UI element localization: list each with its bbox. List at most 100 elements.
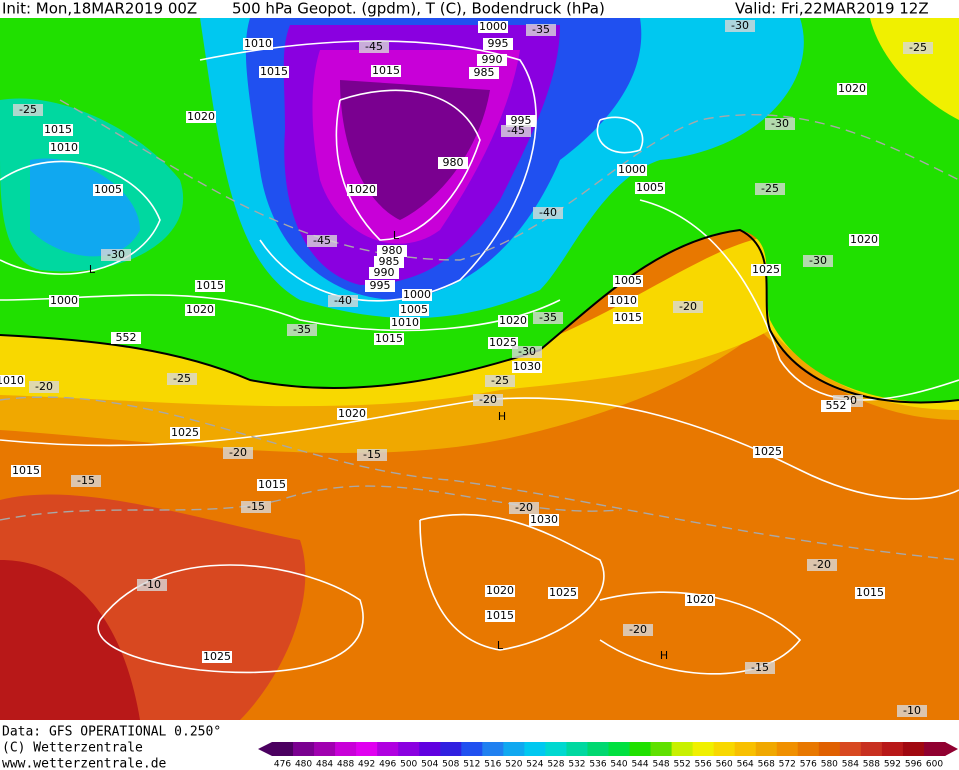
colorbar-swatch [692, 742, 715, 756]
isobar-label: 1015 [486, 609, 514, 622]
label-box [485, 610, 515, 622]
isobar-label: 1015 [260, 65, 288, 78]
label-box [617, 164, 647, 176]
colorbar-swatch [818, 742, 841, 756]
label-box [635, 182, 665, 194]
colorbar-label: 568 [758, 760, 775, 770]
temperature-label: -20 [35, 380, 53, 393]
label-box [855, 587, 885, 599]
label-box [374, 256, 404, 268]
temperature-label: -20 [629, 623, 647, 636]
label-box [347, 184, 377, 196]
pressure-center: H [498, 410, 506, 423]
isobar-label: 1030 [513, 360, 541, 373]
temperature-label: -10 [903, 704, 921, 717]
temperature-label: -10 [143, 578, 161, 591]
label-box [477, 54, 507, 66]
colorbar-swatch [440, 742, 462, 756]
label-box [751, 264, 781, 276]
label-box [167, 373, 197, 385]
isobar-label: 1015 [372, 64, 400, 77]
isobar-label: 1015 [196, 279, 224, 292]
label-box [673, 301, 703, 313]
colorbar-swatch [776, 742, 799, 756]
colorbar-swatch [314, 742, 336, 756]
pressure-center: L [89, 263, 96, 276]
isobar-label: 995 [511, 114, 532, 127]
label-box [608, 295, 638, 307]
temperature-label: -15 [247, 500, 265, 513]
label-box [195, 280, 225, 292]
colorbar-swatch [797, 742, 820, 756]
isobar-label: 1000 [403, 288, 431, 301]
colorbar-label: 536 [589, 760, 606, 770]
colorbar-label: 476 [274, 760, 291, 770]
isobar-label: 995 [370, 279, 391, 292]
colorbar-label: 548 [652, 760, 669, 770]
isobar-label: 1010 [50, 141, 78, 154]
colorbar-swatch [566, 742, 588, 756]
label-box [377, 245, 407, 257]
label-box [399, 304, 429, 316]
product-title: 500 hPa Geopot. (gpdm), T (C), Bodendruc… [232, 0, 605, 18]
isobar-label: 995 [488, 37, 509, 50]
colorbar-swatch [608, 742, 631, 756]
isobar-label: 985 [474, 66, 495, 79]
colorbar-swatch [587, 742, 609, 756]
temperature-label: -25 [761, 182, 779, 195]
label-box [526, 24, 556, 36]
temperature-label: -35 [532, 23, 550, 36]
colorbar-swatch [419, 742, 441, 756]
label-box [111, 332, 141, 344]
init-time: Init: Mon,18MAR2019 00Z [2, 0, 197, 18]
data-source: Data: GFS OPERATIONAL 0.250° [2, 725, 221, 740]
colorbar-label: 484 [316, 760, 333, 770]
isobar-label: 1020 [348, 183, 376, 196]
field-darkred [0, 560, 140, 720]
colorbar-label: 512 [463, 760, 480, 770]
colorbar-swatch [272, 742, 294, 756]
temperature-label: -25 [909, 41, 927, 54]
label-box [371, 65, 401, 77]
temperature-label: -30 [107, 248, 125, 261]
colorbar-swatch [398, 742, 420, 756]
label-box [473, 394, 503, 406]
colorbar-label: 516 [484, 760, 501, 770]
label-box [223, 447, 253, 459]
colorbar-swatch [356, 742, 378, 756]
isobar-label: 1020 [838, 82, 866, 95]
field-yellow [0, 235, 959, 410]
isobars [0, 40, 959, 675]
isobar-label: 552 [826, 399, 847, 412]
label-box [101, 249, 131, 261]
field-yellow-ne [870, 18, 959, 120]
label-box [369, 267, 399, 279]
label-box [501, 125, 531, 137]
colorbar-label: 588 [863, 760, 880, 770]
temperature-label: -20 [813, 558, 831, 571]
colorbar-swatch [839, 742, 862, 756]
colorbar-label: 600 [926, 760, 943, 770]
isobar-label: 1025 [203, 650, 231, 663]
label-box [488, 337, 518, 349]
label-box [753, 446, 783, 458]
colorbar-label: 480 [295, 760, 312, 770]
temperature-label: -15 [751, 661, 769, 674]
colorbar-label: 592 [884, 760, 901, 770]
isobar-label: 1015 [258, 478, 286, 491]
isobar-label: 1005 [636, 181, 664, 194]
isobar-label: 1025 [171, 426, 199, 439]
temperature-label: -45 [313, 234, 331, 247]
colorbar-swatch [734, 742, 757, 756]
label-box [357, 449, 387, 461]
colorbar-label: 532 [568, 760, 585, 770]
colorbar-label: 500 [400, 760, 417, 770]
temperature-label: -20 [679, 300, 697, 313]
label-box [390, 317, 420, 329]
temperature-label: -30 [518, 345, 536, 358]
colorbar-swatch [335, 742, 357, 756]
isobar-label: 1020 [338, 407, 366, 420]
label-box [685, 594, 715, 606]
colorbar: 476 480 484 488 492 496 500 504 508 512 516 520 524 5… [258, 742, 958, 770]
